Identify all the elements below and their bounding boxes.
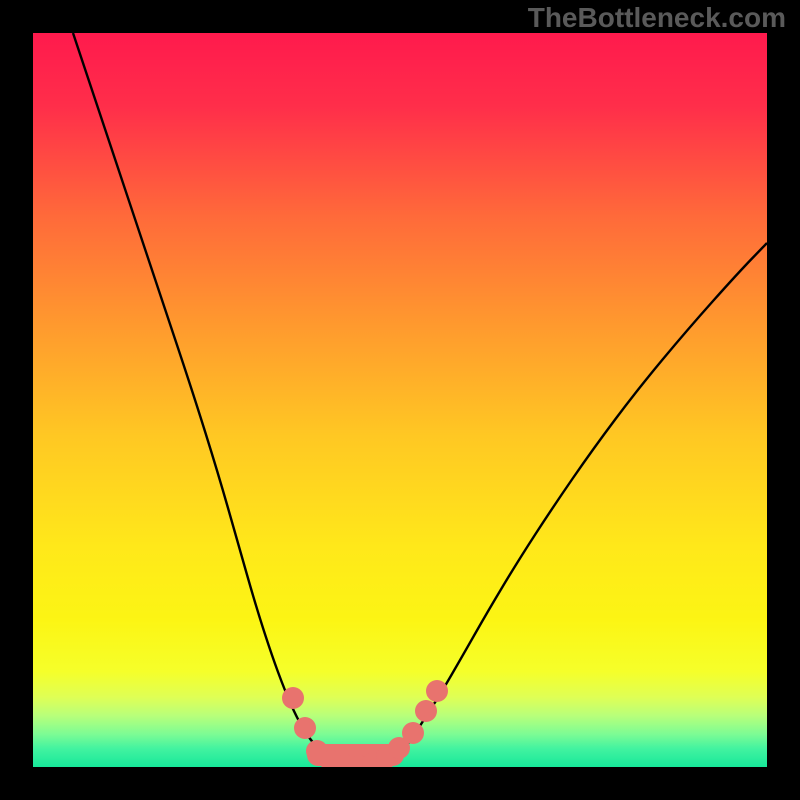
curve-layer [33,33,767,767]
marker-right [415,700,437,722]
marker-left [282,687,304,709]
marker-left [294,717,316,739]
v-curve [73,33,767,766]
chart-frame: TheBottleneck.com [0,0,800,800]
plot-area [33,33,767,767]
marker-right [426,680,448,702]
watermark-text: TheBottleneck.com [528,2,786,34]
marker-right [402,722,424,744]
